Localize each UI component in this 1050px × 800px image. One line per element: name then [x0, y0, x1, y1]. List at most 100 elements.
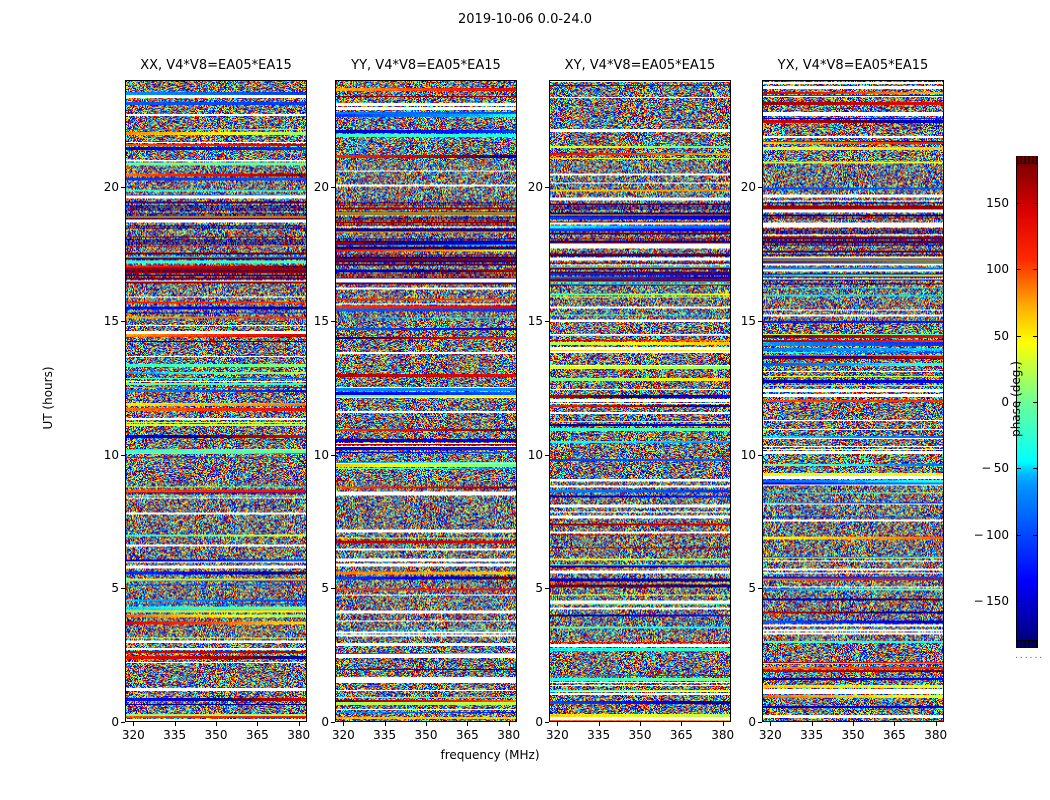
plot-area-xx[interactable] — [125, 80, 307, 722]
colorbar-tick-mark — [1033, 335, 1038, 337]
x-tick-label: 365 — [669, 728, 693, 742]
y-tick-mark — [121, 187, 125, 188]
panel-xy: XY, V4*V8=EA05*EA15 0 5 10 15 20 320 335 350 365 3… — [528, 58, 734, 742]
y-axis-label: UT (hours) — [41, 366, 55, 430]
y-tick-mark — [331, 454, 335, 456]
y-tick-label: 5 — [111, 581, 119, 596]
x-tick-mark — [467, 722, 469, 726]
x-tick-mark — [935, 722, 937, 726]
x-tick-label: 365 — [455, 728, 479, 742]
y-tick-mark — [121, 722, 125, 723]
plot-area-xy[interactable] — [549, 80, 731, 722]
y-tick-label: 5 — [321, 581, 329, 596]
colorbar-tick-label: − 50 — [981, 461, 1009, 476]
plot-area-yx[interactable] — [762, 80, 944, 722]
y-tick-label: 5 — [535, 581, 543, 596]
colorbar-tick-label: 150 — [986, 195, 1009, 210]
x-tick-mark — [722, 722, 724, 726]
panel-yy: YY, V4*V8=EA05*EA15 0 5 10 15 20 320 335 350 365 3… — [314, 58, 520, 742]
panel-title-xy: XY, V4*V8=EA05*EA15 — [564, 58, 716, 73]
x-tick-mark — [557, 722, 559, 726]
panel-title-yy: YY, V4*V8=EA05*EA15 — [351, 58, 501, 73]
y-tick-mark — [758, 722, 762, 723]
y-tick-mark — [758, 588, 762, 590]
x-tick-label: 350 — [628, 728, 652, 742]
x-tick-label: 335 — [800, 728, 824, 742]
heatmap-image — [126, 81, 306, 721]
y-tick-label: 20 — [103, 180, 119, 194]
colorbar-tick-mark — [1033, 269, 1038, 271]
colorbar-underflow-dots: ...... — [1015, 651, 1045, 661]
x-tick-mark — [257, 722, 259, 726]
colorbar-overflow-bottom — [1016, 641, 1038, 648]
colorbar-tick-mark — [1033, 534, 1038, 536]
colorbar-tick-label: 50 — [993, 328, 1009, 343]
y-tick-mark — [121, 588, 125, 590]
colorbar-tick-mark — [1016, 269, 1021, 271]
heatmap-image — [550, 81, 730, 721]
y-tick-label: 20 — [740, 180, 756, 194]
x-tick-label: 350 — [841, 728, 865, 742]
x-tick-mark — [681, 722, 683, 726]
x-tick-mark — [894, 722, 896, 726]
x-tick-label: 380 — [924, 728, 948, 742]
x-tick-mark — [216, 722, 217, 726]
y-tick-mark — [331, 588, 335, 590]
x-tick-mark — [384, 722, 386, 726]
y-tick-mark — [545, 722, 549, 723]
x-tick-mark — [598, 722, 600, 726]
colorbar-tick-mark — [1033, 601, 1038, 603]
colorbar-overflow-top — [1016, 156, 1038, 163]
x-tick-mark — [426, 722, 427, 726]
y-tick-label: 10 — [740, 447, 756, 462]
colorbar-tick-mark — [1033, 468, 1038, 470]
y-tick-label: 20 — [313, 180, 329, 194]
y-tick-label: 0 — [748, 715, 756, 729]
x-tick-mark — [174, 722, 176, 726]
colorbar-tick-label: 100 — [986, 262, 1009, 277]
colorbar-tick-mark — [1016, 534, 1021, 536]
x-tick-label: 380 — [497, 728, 521, 742]
x-tick-mark — [811, 722, 813, 726]
y-tick-mark — [331, 320, 335, 322]
y-tick-mark — [545, 187, 549, 188]
x-tick-mark — [853, 722, 854, 726]
x-tick-mark — [343, 722, 345, 726]
colorbar-tick-mark — [1016, 468, 1021, 470]
x-tick-label: 320 — [121, 728, 145, 742]
y-tick-mark — [758, 187, 762, 188]
y-tick-label: 20 — [527, 180, 543, 194]
colorbar-tick-label: 0 — [1001, 395, 1009, 409]
figure-title: 2019-10-06 0.0-24.0 — [458, 12, 592, 27]
x-tick-mark — [298, 722, 300, 726]
x-tick-label: 380 — [287, 728, 311, 742]
y-tick-mark — [121, 320, 125, 322]
colorbar-tick-mark — [1016, 202, 1021, 204]
y-tick-label: 10 — [527, 447, 543, 462]
x-tick-mark — [133, 722, 135, 726]
y-tick-label: 0 — [111, 715, 119, 729]
heatmap-image — [336, 81, 516, 721]
x-tick-label: 335 — [163, 728, 187, 742]
x-tick-label: 365 — [882, 728, 906, 742]
colorbar-tick-mark — [1033, 202, 1038, 204]
colorbar-tick-mark — [1016, 335, 1021, 337]
x-tick-label: 380 — [711, 728, 735, 742]
x-tick-mark — [508, 722, 510, 726]
plot-area-yy[interactable] — [335, 80, 517, 722]
y-tick-mark — [331, 722, 335, 723]
colorbar-tick-mark — [1033, 402, 1038, 403]
y-tick-mark — [331, 187, 335, 188]
y-tick-label: 10 — [313, 447, 329, 462]
y-tick-mark — [758, 320, 762, 322]
x-tick-label: 320 — [545, 728, 569, 742]
x-tick-label: 320 — [758, 728, 782, 742]
y-tick-label: 10 — [103, 447, 119, 462]
panel-yx: YX, V4*V8=EA05*EA15 0 5 10 15 20 320 335 350 365 3… — [741, 58, 947, 742]
y-tick-label: 15 — [527, 313, 543, 328]
y-tick-mark — [545, 588, 549, 590]
y-tick-mark — [545, 320, 549, 322]
colorbar-tick-label: − 150 — [973, 594, 1009, 609]
y-tick-label: 15 — [103, 313, 119, 328]
